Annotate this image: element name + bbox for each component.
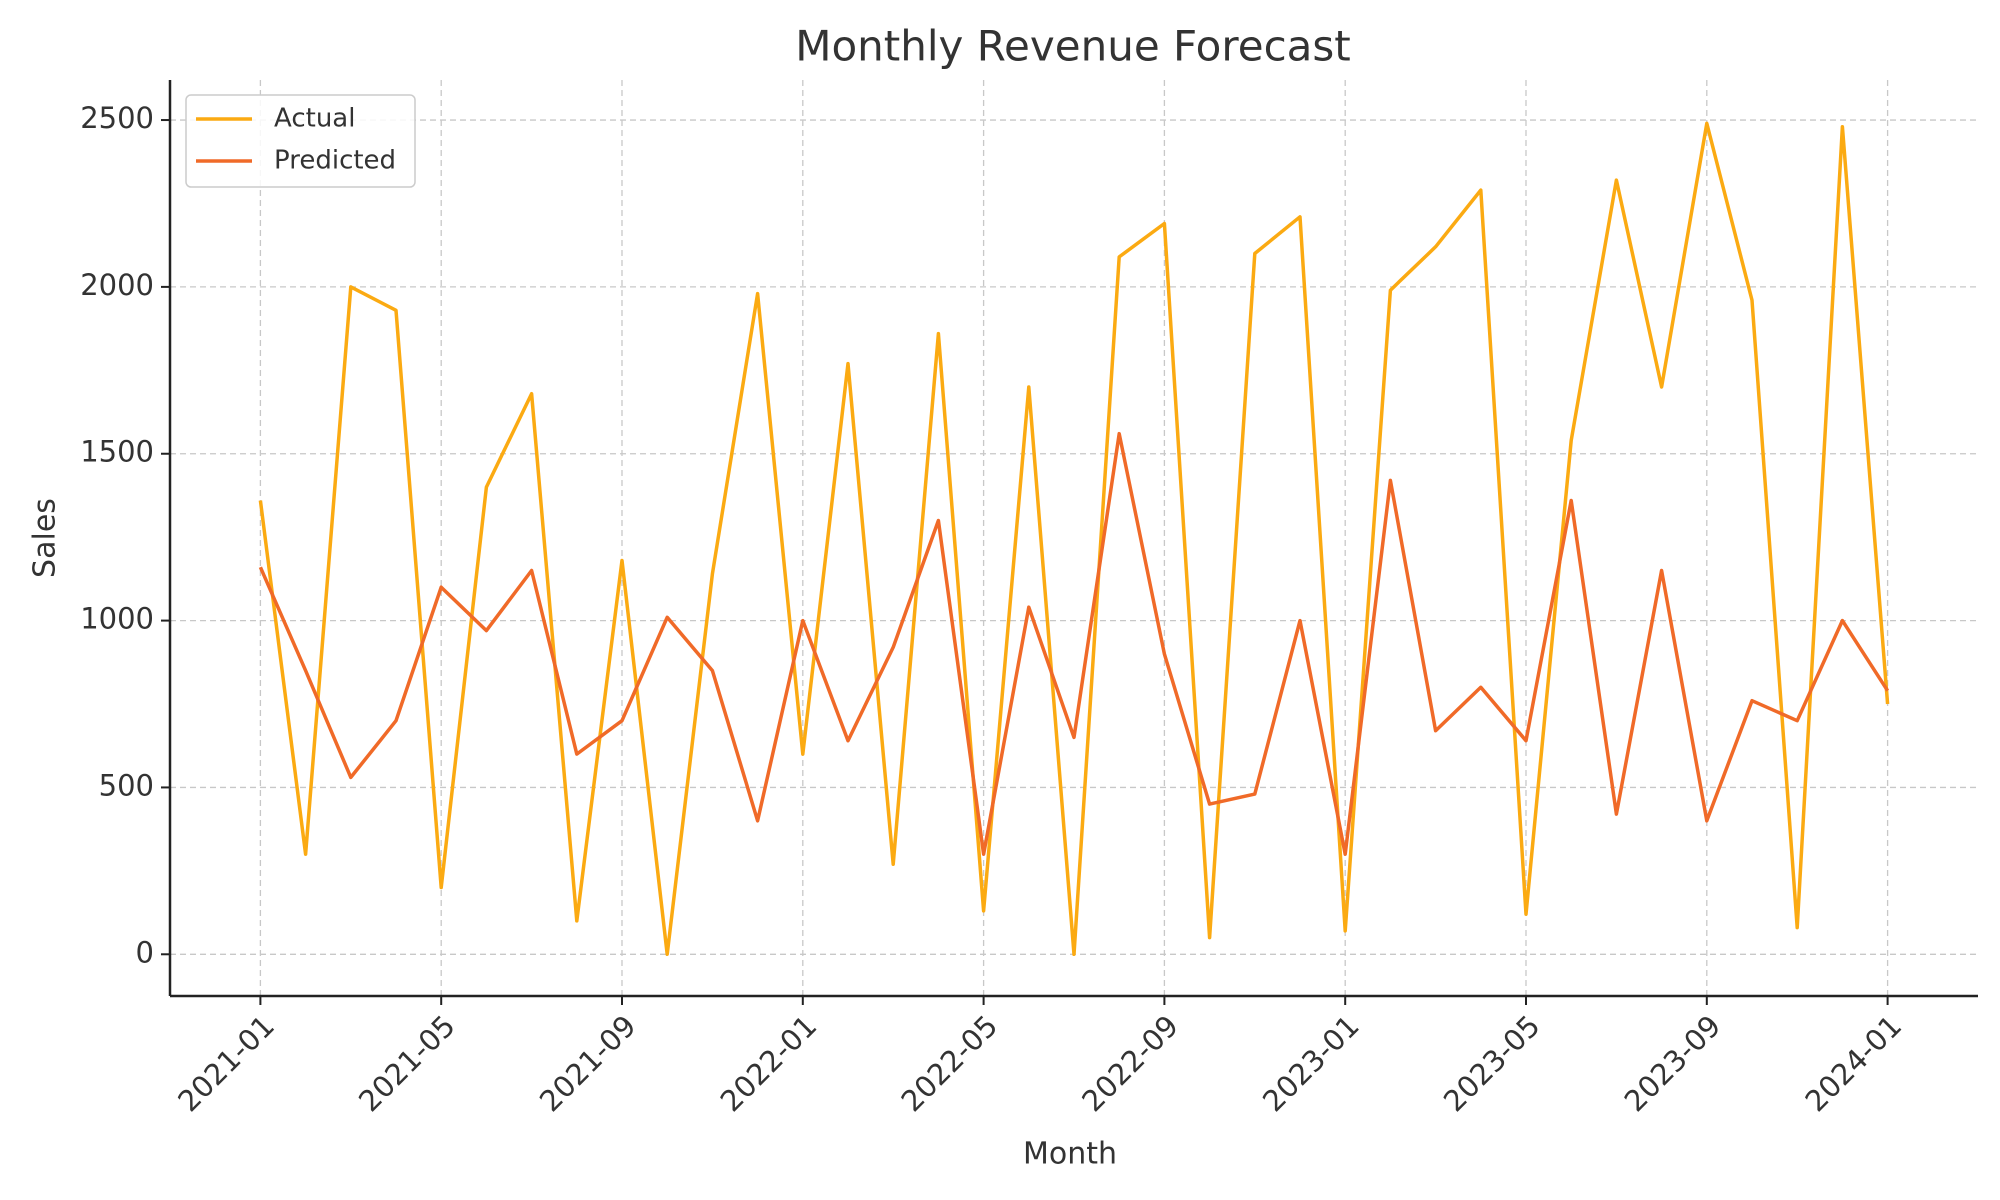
y-axis-label: Sales bbox=[28, 498, 63, 578]
x-tick-label: 2021-01 bbox=[171, 1009, 281, 1119]
y-tick-label: 500 bbox=[99, 768, 154, 802]
y-tick-label: 1000 bbox=[80, 602, 154, 636]
x-tick-label: 2022-01 bbox=[714, 1009, 824, 1119]
series-line bbox=[258, 431, 1890, 856]
x-tick-label: 2022-09 bbox=[1075, 1009, 1185, 1119]
series-line bbox=[258, 121, 1890, 957]
legend: Actual Predicted bbox=[185, 94, 416, 188]
x-tick-label: 2021-09 bbox=[533, 1009, 643, 1119]
legend-label: Actual bbox=[274, 104, 355, 134]
x-axis-label: Month bbox=[1023, 1137, 1117, 1172]
x-tick-label: 2023-01 bbox=[1256, 1009, 1366, 1119]
y-tick-label: 1500 bbox=[80, 435, 154, 469]
x-tick-label: 2021-05 bbox=[352, 1009, 462, 1119]
y-tick-label: 2500 bbox=[80, 101, 154, 135]
x-tick-label: 2024-01 bbox=[1798, 1009, 1908, 1119]
chart-title: Monthly Revenue Forecast bbox=[795, 22, 1351, 71]
y-tick-label: 2000 bbox=[80, 268, 154, 302]
y-tick-label: 0 bbox=[136, 935, 154, 969]
x-tick-label: 2022-05 bbox=[894, 1009, 1004, 1119]
x-tick-label: 2023-09 bbox=[1618, 1009, 1728, 1119]
legend-label: Predicted bbox=[274, 146, 396, 176]
x-tick-label: 2023-05 bbox=[1437, 1009, 1547, 1119]
